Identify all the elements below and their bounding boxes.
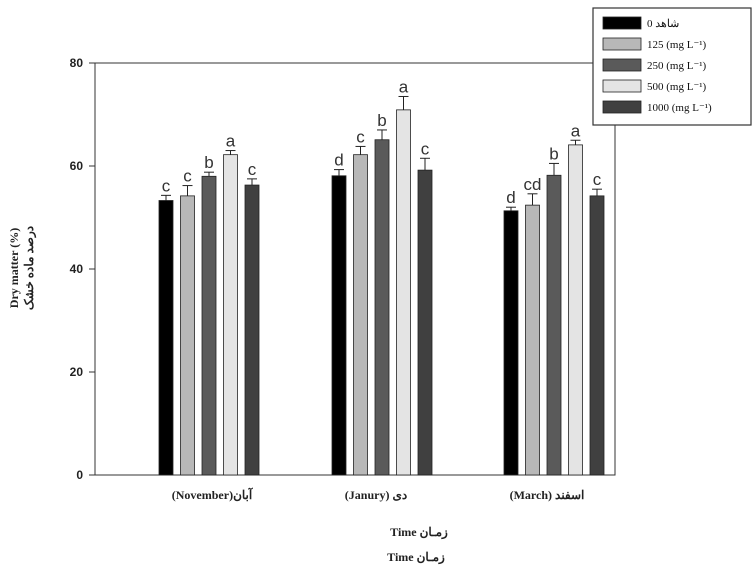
bar bbox=[503, 210, 519, 476]
legend-swatch bbox=[602, 37, 642, 51]
legend-swatch bbox=[602, 16, 642, 30]
x-axis-title-repeat: Time زمـان bbox=[387, 550, 445, 565]
significance-letter: c bbox=[162, 176, 171, 195]
x-axis-labels: (November)آبان (Janury) دی (March) اسفند bbox=[172, 486, 585, 502]
legend-label: 500 (mg L⁻¹) bbox=[647, 81, 707, 93]
bar bbox=[331, 175, 347, 476]
bar bbox=[525, 204, 540, 476]
bar bbox=[568, 144, 583, 476]
significance-letter: cd bbox=[524, 175, 542, 194]
bar bbox=[374, 139, 390, 476]
bar bbox=[244, 184, 260, 476]
y-axis-title-persian: درصد ماده خشک bbox=[22, 226, 37, 310]
significance-letter: a bbox=[226, 132, 236, 151]
legend-label: 0 شاهد bbox=[647, 18, 679, 30]
x-tick-label: (March) اسفند bbox=[510, 488, 585, 502]
significance-letter: d bbox=[334, 151, 343, 170]
bar bbox=[396, 109, 411, 476]
y-axis-title: Dry matter (%) bbox=[7, 228, 21, 308]
significance-letter: b bbox=[377, 111, 386, 130]
y-tick-label: 20 bbox=[70, 365, 84, 379]
bar bbox=[180, 195, 195, 476]
bar bbox=[223, 154, 238, 476]
significance-letter: c bbox=[183, 167, 192, 186]
bar bbox=[546, 174, 562, 476]
legend-label: 1000 (mg L⁻¹) bbox=[647, 102, 712, 114]
bar bbox=[353, 154, 368, 476]
significance-letter: b bbox=[204, 153, 213, 172]
significance-letter: a bbox=[399, 77, 409, 96]
legend-swatch bbox=[602, 100, 642, 114]
y-tick-label: 0 bbox=[76, 468, 83, 482]
y-tick-label: 60 bbox=[70, 159, 84, 173]
y-tick-label: 80 bbox=[70, 56, 84, 70]
legend-swatch bbox=[602, 79, 642, 93]
bar bbox=[417, 169, 433, 476]
x-tick-label: (November)آبان bbox=[172, 486, 254, 502]
x-tick-label: (Janury) دی bbox=[345, 488, 407, 502]
x-axis-title: Time زمـان bbox=[390, 525, 448, 540]
bar bbox=[201, 175, 217, 476]
legend-label: 250 (mg L⁻¹) bbox=[647, 60, 707, 72]
y-axis-ticks: 0 20 40 60 80 bbox=[70, 56, 95, 482]
significance-letter: c bbox=[356, 127, 365, 146]
significance-letter: c bbox=[593, 170, 602, 189]
significance-letter: d bbox=[506, 188, 515, 207]
y-tick-label: 40 bbox=[70, 262, 84, 276]
significance-letter: b bbox=[549, 144, 558, 163]
bar bbox=[158, 200, 174, 476]
legend-swatch bbox=[602, 58, 642, 72]
significance-letter: c bbox=[421, 139, 430, 158]
legend: 0 شاهد 125 (mg L⁻¹) 250 (mg L⁻¹) 500 (mg L⁻… bbox=[592, 7, 752, 126]
bar bbox=[589, 195, 605, 476]
legend-label: 125 (mg L⁻¹) bbox=[647, 39, 707, 51]
significance-letter: a bbox=[571, 121, 581, 140]
significance-letter: c bbox=[248, 160, 257, 179]
